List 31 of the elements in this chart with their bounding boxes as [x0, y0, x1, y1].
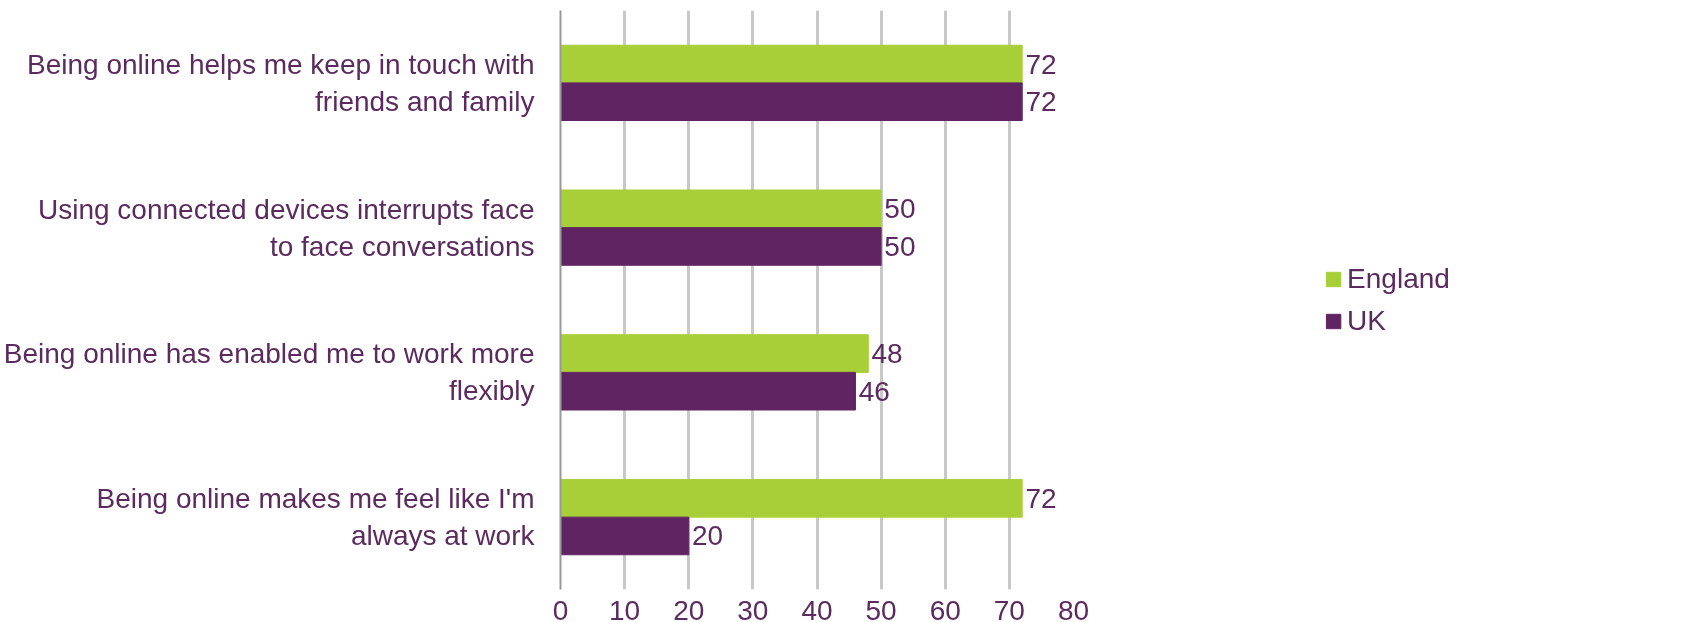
data-label: 50: [884, 193, 916, 225]
data-label: 48: [871, 338, 903, 370]
data-label: 50: [884, 230, 916, 262]
x-tick-label: 80: [1057, 594, 1090, 622]
data-label: 72: [1025, 48, 1057, 80]
data-label: 72: [1025, 482, 1057, 514]
bar: [560, 189, 882, 229]
data-label: 20: [691, 520, 724, 552]
y-tick-label: Using connected devices interrupts face to face conversations: [38, 193, 535, 262]
y-tick-label: Being online has enabled me to work more flexibly: [3, 338, 535, 407]
x-tick-label: 60: [929, 594, 961, 622]
x-tick-label: 10: [609, 594, 641, 622]
x-tick-label: 40: [801, 594, 833, 622]
y-tick-label: Being online helps me keep in touch with friends and family: [27, 48, 535, 117]
data-label: 72: [1025, 86, 1057, 118]
bar: [560, 371, 856, 411]
x-tick-label: 30: [737, 594, 769, 622]
bar: [560, 44, 1023, 84]
legend-label: England: [1347, 262, 1450, 295]
bar: [560, 82, 1023, 122]
x-tick-label: 50: [865, 594, 897, 622]
bar: [560, 516, 690, 556]
x-tick-label: 20: [673, 594, 705, 622]
x-tick-label: 70: [993, 594, 1025, 622]
bar: [560, 478, 1023, 518]
bar: [560, 227, 882, 266]
bar: [560, 334, 869, 373]
data-label: 46: [858, 375, 890, 407]
y-tick-label: Being online makes me feel like I'm always at work: [96, 483, 536, 552]
legend-label: UK: [1347, 304, 1387, 337]
x-tick-label: 0: [552, 594, 569, 622]
